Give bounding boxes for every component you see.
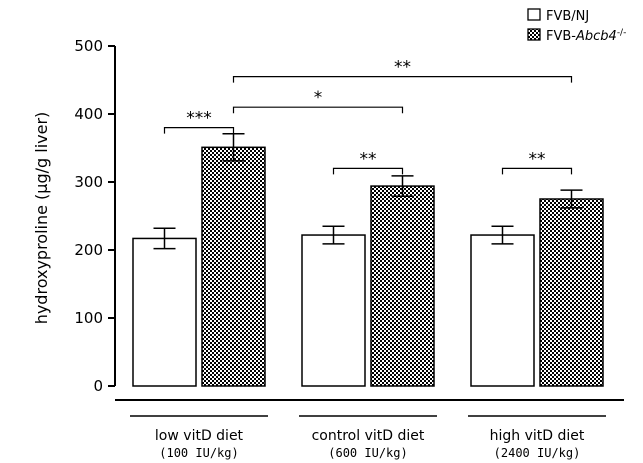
y-tick-label: 400 (74, 105, 103, 123)
y-tick-label: 300 (74, 173, 103, 191)
bar (301, 234, 366, 387)
bar (201, 146, 266, 387)
significance-label: ** (529, 149, 546, 169)
significance-label: ** (394, 58, 411, 78)
bar (132, 237, 197, 387)
group-sublabel: (600 IU/kg) (328, 446, 407, 460)
legend: FVB/NJ FVB-Abcb4-/- (527, 8, 626, 44)
y-tick-label: 100 (74, 309, 103, 327)
significance-bracket (501, 167, 573, 175)
group-sublabel: (2400 IU/kg) (494, 446, 581, 460)
significance-label: *** (186, 109, 212, 129)
bar (539, 198, 604, 387)
y-axis-label: hydroxyproline (µg/g liver) (32, 112, 51, 325)
legend-label: FVB-Abcb4-/- (546, 28, 626, 44)
significance-bracket (232, 76, 573, 83)
y-tick-label: 0 (93, 377, 103, 395)
legend-swatch (527, 8, 541, 21)
axes: 0 100 200 300 400 500 low vitD diet (100 IU/kg)… (74, 37, 624, 460)
group-label: control vitD diet (312, 428, 425, 444)
y-tick-label: 200 (74, 241, 103, 259)
bars (132, 132, 604, 387)
significance-bracket (163, 127, 235, 134)
significance-bracket (232, 106, 404, 114)
y-tick-label: 500 (74, 37, 103, 55)
group-label: high vitD diet (490, 428, 585, 444)
bar (370, 185, 435, 387)
significance-label: ** (360, 149, 377, 169)
legend-swatch (527, 28, 541, 41)
bar (470, 234, 535, 387)
significance-bracket (332, 167, 404, 175)
group-sublabel: (100 IU/kg) (159, 446, 238, 460)
significance-brackets: ******** ** (163, 58, 573, 175)
significance-label: * (314, 88, 323, 108)
legend-label: FVB/NJ (546, 9, 589, 24)
group-label: low vitD diet (155, 428, 244, 444)
